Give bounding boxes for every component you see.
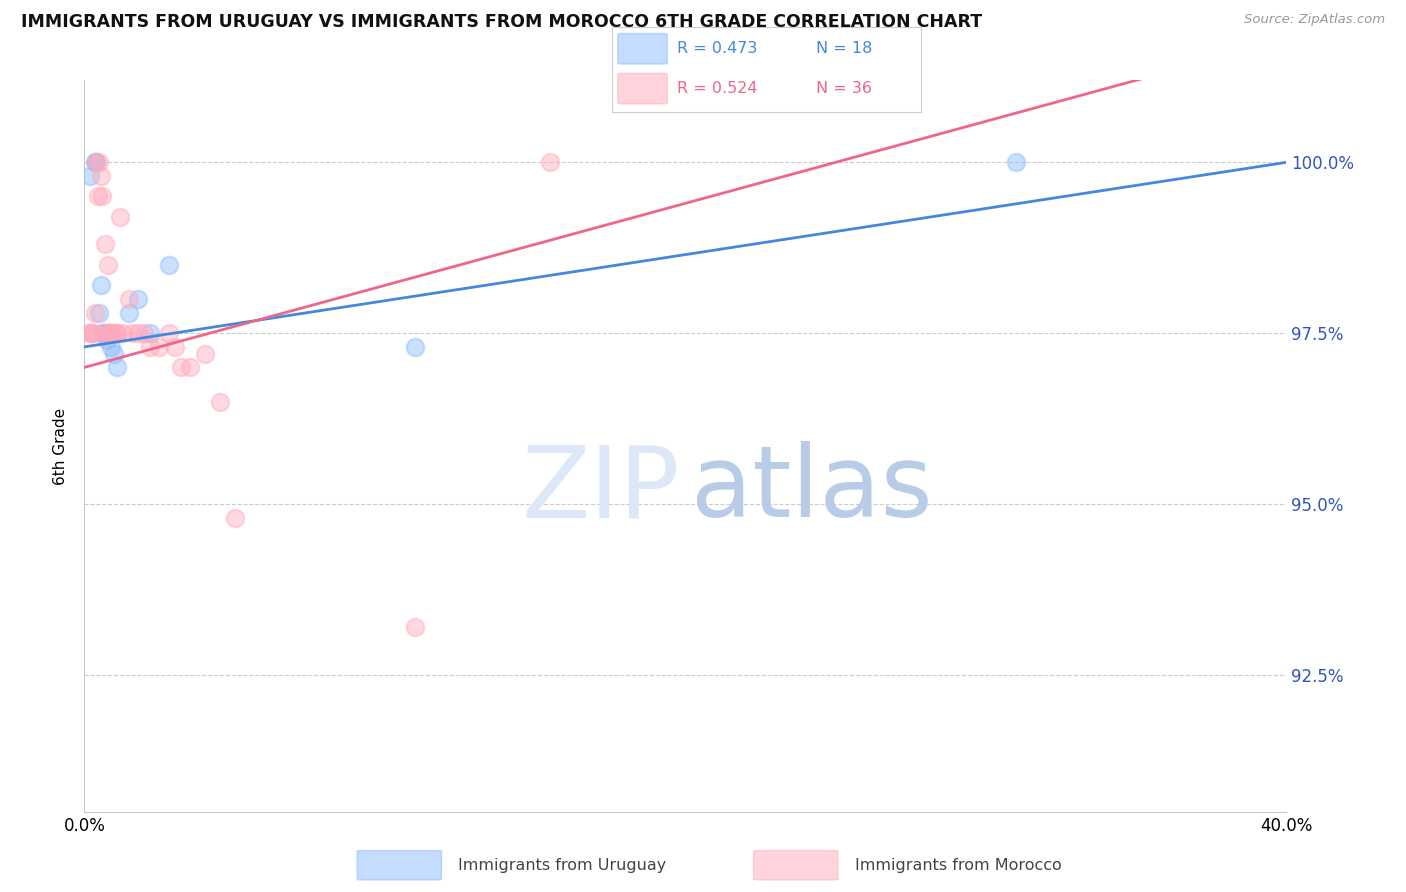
FancyBboxPatch shape [357,851,441,880]
Point [97,258,120,272]
Point [96,326,118,341]
Point [148,340,170,354]
FancyBboxPatch shape [617,73,668,103]
Point [404,620,426,634]
Point [127,292,149,306]
Point [538,155,561,169]
Point [94,326,117,341]
Text: Source: ZipAtlas.com: Source: ZipAtlas.com [1244,13,1385,27]
Point [77,326,100,341]
Point [163,340,186,354]
Point [110,210,132,224]
Text: ZIP: ZIP [522,442,679,539]
Point [83,155,105,169]
Point [104,326,127,341]
Point [91,189,114,203]
Point [86,155,108,169]
Point [79,169,101,183]
Text: N = 18: N = 18 [815,41,872,56]
Point [112,326,135,341]
Point [121,326,143,341]
Point [208,394,231,409]
Point [100,340,122,354]
Point [118,306,141,320]
Point [157,326,180,341]
Point [96,333,118,347]
Text: Immigrants from Uruguay: Immigrants from Uruguay [458,858,666,872]
Text: N = 36: N = 36 [815,81,872,96]
Text: IMMIGRANTS FROM URUGUAY VS IMMIGRANTS FROM MOROCCO 6TH GRADE CORRELATION CHART: IMMIGRANTS FROM URUGUAY VS IMMIGRANTS FR… [21,13,983,31]
Point [94,237,117,252]
Point [83,306,105,320]
Point [134,326,156,341]
Point [103,326,125,341]
Point [100,326,122,341]
Point [97,326,120,341]
Point [118,292,141,306]
Point [98,326,121,341]
Point [194,347,217,361]
Point [179,360,201,375]
Point [103,347,125,361]
Point [80,326,103,341]
Point [107,326,129,341]
Point [107,360,129,375]
Point [86,155,108,169]
Point [89,306,111,320]
Point [90,169,112,183]
Point [157,258,180,272]
Point [1005,155,1028,169]
Point [93,326,115,341]
FancyBboxPatch shape [617,34,668,64]
Point [169,360,191,375]
Point [79,326,101,341]
Point [82,326,104,341]
Text: Immigrants from Morocco: Immigrants from Morocco [855,858,1062,872]
FancyBboxPatch shape [754,851,838,880]
Point [89,155,111,169]
Y-axis label: 6th Grade: 6th Grade [53,408,69,484]
Point [87,189,110,203]
Point [139,340,162,354]
Point [404,340,426,354]
Text: R = 0.524: R = 0.524 [676,81,756,96]
Point [224,510,246,524]
Text: R = 0.473: R = 0.473 [676,41,756,56]
Point [91,326,114,341]
Point [139,326,162,341]
Text: atlas: atlas [692,442,934,539]
Point [90,278,112,293]
Point [127,326,149,341]
